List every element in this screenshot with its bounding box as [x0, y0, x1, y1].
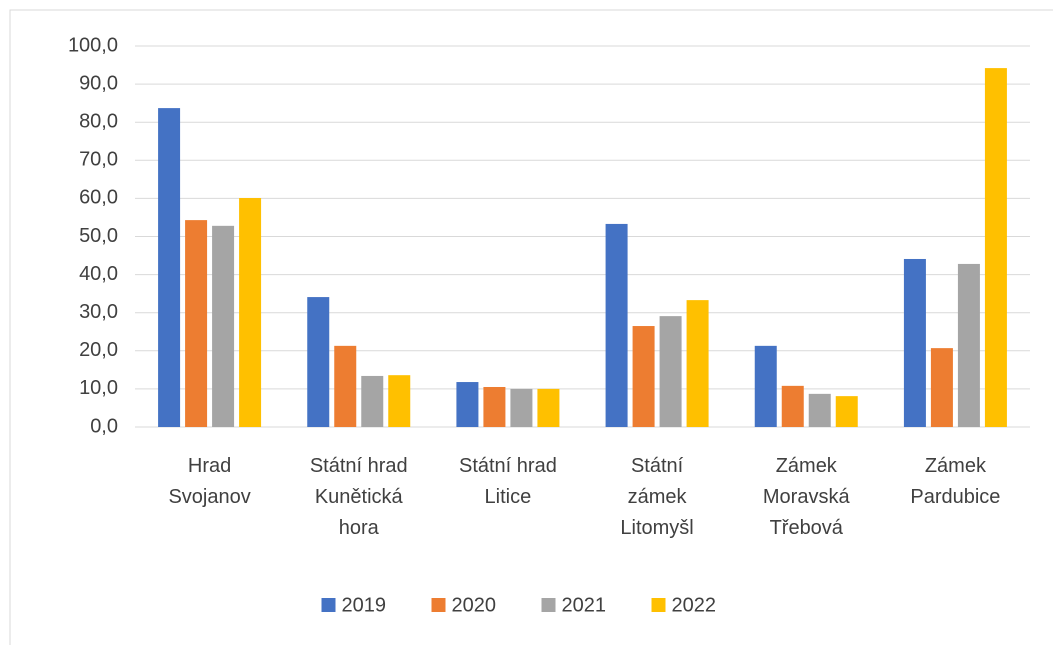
- y-tick-label: 20,0: [79, 339, 118, 361]
- y-tick-label: 100,0: [68, 34, 118, 56]
- bar: [361, 375, 384, 427]
- legend-swatch: [321, 598, 336, 612]
- bar: [903, 258, 926, 427]
- bar: [930, 348, 953, 427]
- y-tick-label: 90,0: [79, 72, 118, 94]
- y-tick-label: 80,0: [79, 110, 118, 132]
- bar: [754, 345, 777, 427]
- bar: [483, 386, 506, 427]
- x-tick-label: Zámek Pardubice: [910, 455, 1001, 508]
- bar: [659, 316, 682, 427]
- x-tick-label: Státní hrad Litice: [458, 455, 557, 508]
- x-tick-label: Státní zámek Litomyšl: [620, 455, 694, 539]
- x-tick-label: Zámek Moravská Třebová: [762, 455, 850, 539]
- bar: [835, 396, 858, 427]
- bar: [984, 68, 1007, 428]
- bar: [185, 220, 208, 427]
- x-tick-label: Státní hrad Kunětická hora: [309, 455, 408, 539]
- legend-label: 2021: [562, 594, 607, 616]
- bar: [239, 198, 262, 427]
- y-tick-label: 50,0: [79, 225, 118, 247]
- bar: [957, 263, 980, 427]
- y-tick-label: 60,0: [79, 187, 118, 209]
- x-tick-label: Hrad Svojanov: [168, 455, 251, 508]
- legend-label: 2019: [342, 594, 387, 616]
- bar: [212, 225, 235, 427]
- legend-swatch: [651, 598, 666, 612]
- bar: [510, 388, 533, 427]
- bar: [808, 393, 831, 427]
- legend-swatch: [541, 598, 556, 612]
- y-tick-label: 0,0: [90, 415, 118, 437]
- bar: [537, 388, 560, 427]
- legend-swatch: [431, 598, 446, 612]
- y-tick-label: 30,0: [79, 301, 118, 323]
- bar: [307, 297, 330, 427]
- bar: [605, 223, 628, 427]
- bar: [388, 375, 411, 427]
- bar: [632, 326, 655, 427]
- bar: [781, 385, 804, 427]
- chart-border: [9, 9, 1053, 645]
- bar: [686, 300, 709, 427]
- y-tick-label: 40,0: [79, 263, 118, 285]
- bar: [158, 108, 181, 427]
- y-tick-label: 10,0: [79, 377, 118, 399]
- legend-label: 2020: [452, 594, 497, 616]
- legend-label: 2022: [672, 594, 717, 616]
- y-tick-label: 70,0: [79, 149, 118, 171]
- bar: [456, 382, 479, 427]
- bar: [334, 345, 357, 427]
